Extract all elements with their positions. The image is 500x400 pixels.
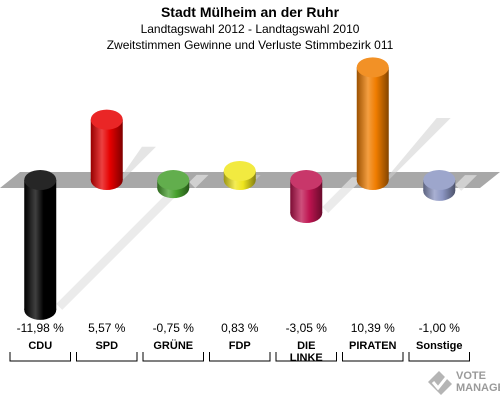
chart-subtitle: Landtagswahl 2012 - Landtagswahl 2010 [140,22,360,36]
category-label: CDU [28,340,52,352]
category-tick [408,352,470,362]
chart-subtitle-2: Zweitstimmen Gewinne und Verluste Stimmb… [106,38,394,52]
category-label: SPD [95,340,118,352]
value-label: -3,05 % [286,321,328,335]
value-label: -1,00 % [419,321,461,335]
value-label: -0,75 % [153,321,195,335]
watermark-line-1: VOTE [456,370,486,382]
category-tick [209,352,271,362]
value-label: 5,57 % [88,321,126,335]
bar-shadow [384,118,451,180]
category-tick [275,352,337,362]
category-label: LINKE [290,352,323,364]
category-tick [342,352,404,362]
bar-fdp [223,161,256,190]
category-label: FDP [229,340,251,352]
category-label: Sonstige [416,340,462,352]
category-label: GRÜNE [153,339,193,352]
bar-sonstige [423,170,456,201]
value-label: 10,39 % [351,321,395,335]
category-tick [9,352,71,362]
bar-shadow [56,186,186,310]
bar-spd [90,109,123,190]
bar-shadow [118,146,156,180]
bar-shadow [189,174,209,189]
bar-shadow [455,175,478,191]
category-tick [142,352,204,362]
bar-piraten [356,57,389,190]
chart-title: Stadt Mülheim an der Ruhr [160,4,340,20]
bar-shadow [322,177,365,214]
vote-manager-logo [428,371,452,395]
watermark-text: VOTE MANAGER [456,370,500,394]
value-label: -11,98 % [17,321,64,335]
bar-cdu [24,170,57,320]
value-label: 0,83 % [221,321,259,335]
category-label: DIE [297,340,315,352]
bar-grüne [157,170,190,199]
watermark-line-2: MANAGER [456,382,500,394]
category-tick [76,352,138,362]
category-label: PIRATEN [349,340,397,352]
bar-die-linke [290,170,323,224]
